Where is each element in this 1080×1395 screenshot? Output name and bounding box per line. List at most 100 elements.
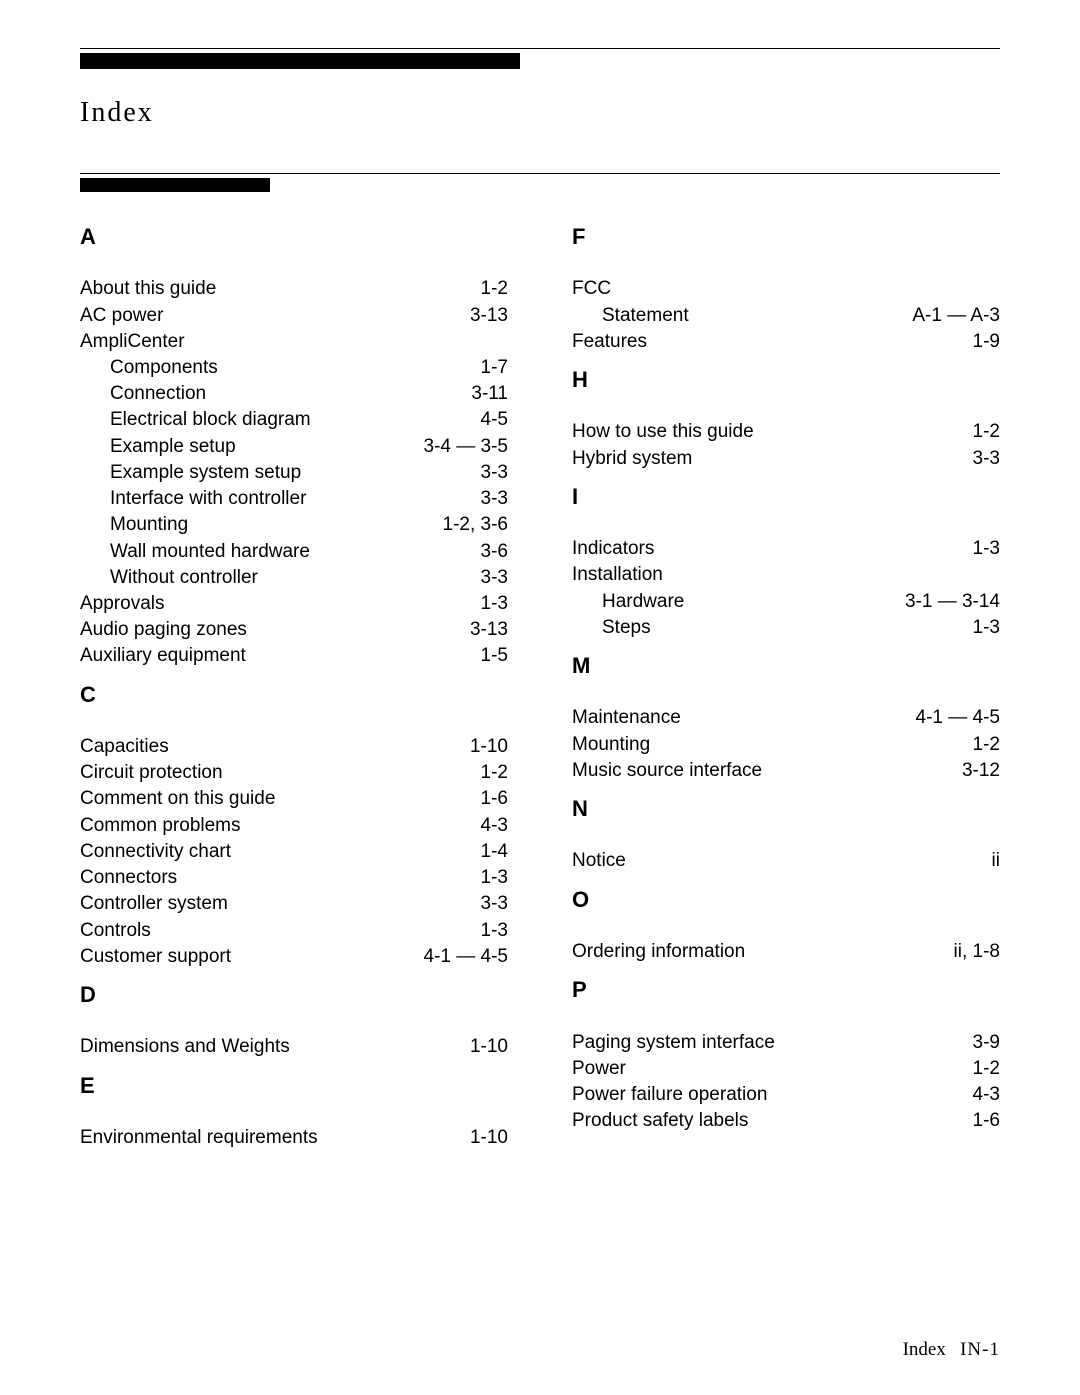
mid-black-bar (80, 178, 270, 192)
index-entry: Ordering informationii, 1-8 (572, 939, 1000, 965)
index-entry: Connectivity chart1-4 (80, 839, 508, 865)
index-entry: Connection3-11 (80, 381, 508, 407)
entry-label: Environmental requirements (80, 1125, 470, 1151)
entry-page: 1-3 (481, 918, 508, 944)
entry-page: 3-9 (973, 1030, 1000, 1056)
index-entry: Dimensions and Weights1-10 (80, 1034, 508, 1060)
entry-label: Common problems (80, 813, 481, 839)
entry-label: Music source interface (572, 758, 962, 784)
entry-page: 1-3 (481, 865, 508, 891)
entry-page: ii, 1-8 (954, 939, 1000, 965)
entry-page: ii (992, 848, 1000, 874)
index-entry: Noticeii (572, 848, 1000, 874)
index-entry: Controls1-3 (80, 918, 508, 944)
left-column: A About this guide1-2 AC power3-13 Ampli… (80, 212, 508, 1151)
index-entry: Mounting1-2 (572, 732, 1000, 758)
index-entry: Power1-2 (572, 1056, 1000, 1082)
entry-label: Example system setup (80, 460, 481, 486)
index-entry: AmpliCenter (80, 329, 508, 355)
index-entry: Auxiliary equipment1-5 (80, 643, 508, 669)
entry-label: Connectivity chart (80, 839, 481, 865)
entry-page: 4-3 (973, 1082, 1000, 1108)
section-head-n: N (572, 794, 1000, 824)
index-entry: Environmental requirements1-10 (80, 1125, 508, 1151)
index-entry: Hardware3-1 — 3-14 (572, 589, 1000, 615)
entry-page: 1-2 (973, 1056, 1000, 1082)
section-head-a: A (80, 222, 508, 252)
index-entry: Circuit protection1-2 (80, 760, 508, 786)
entry-page: 1-2 (973, 419, 1000, 445)
index-entry: Customer support4-1 — 4-5 (80, 944, 508, 970)
entry-page: 1-4 (481, 839, 508, 865)
entry-label: Connectors (80, 865, 481, 891)
entry-label: Maintenance (572, 705, 916, 731)
entry-page: 3-11 (471, 381, 508, 407)
entry-label: Steps (572, 615, 973, 641)
entry-label: Installation (572, 562, 1000, 588)
index-entry: Connectors1-3 (80, 865, 508, 891)
entry-label: Indicators (572, 536, 973, 562)
index-entry: Power failure operation4-3 (572, 1082, 1000, 1108)
entry-page: 1-6 (973, 1108, 1000, 1134)
entry-label: Mounting (80, 512, 443, 538)
entry-page: A-1 — A-3 (912, 303, 1000, 329)
entry-label: Without controller (80, 565, 481, 591)
index-entry: Without controller3-3 (80, 565, 508, 591)
top-black-bar (80, 53, 520, 69)
entry-label: How to use this guide (572, 419, 973, 445)
index-entry: About this guide1-2 (80, 276, 508, 302)
entry-page: 1-7 (481, 355, 508, 381)
entry-page: 3-13 (470, 617, 508, 643)
entry-label: Circuit protection (80, 760, 481, 786)
entry-label: Power failure operation (572, 1082, 973, 1108)
index-entry: Mounting1-2, 3-6 (80, 512, 508, 538)
section-head-f: F (572, 222, 1000, 252)
entry-label: Controls (80, 918, 481, 944)
footer-page-number: IN-1 (960, 1339, 1000, 1360)
footer-label: Index (903, 1339, 946, 1360)
index-entry: Features1-9 (572, 329, 1000, 355)
section-head-m: M (572, 651, 1000, 681)
entry-page: 1-9 (973, 329, 1000, 355)
entry-page: 3-3 (481, 891, 508, 917)
page-title: Index (80, 97, 1000, 129)
entry-page: 1-2, 3-6 (443, 512, 508, 538)
entry-page: 1-10 (470, 1034, 508, 1060)
entry-page: 3-3 (481, 486, 508, 512)
entry-label: Customer support (80, 944, 424, 970)
entry-label: Product safety labels (572, 1108, 973, 1134)
index-entry: Capacities1-10 (80, 734, 508, 760)
entry-page: 1-3 (973, 536, 1000, 562)
entry-page: 3-3 (973, 446, 1000, 472)
index-entry: StatementA-1 — A-3 (572, 303, 1000, 329)
entry-page: 3-6 (481, 539, 508, 565)
entry-label: Capacities (80, 734, 470, 760)
mid-rule (80, 173, 1000, 174)
entry-page: 1-3 (973, 615, 1000, 641)
entry-label: Controller system (80, 891, 481, 917)
entry-page: 3-4 — 3-5 (424, 434, 508, 460)
entry-label: Components (80, 355, 481, 381)
entry-label: Ordering information (572, 939, 954, 965)
section-head-o: O (572, 885, 1000, 915)
entry-label: Audio paging zones (80, 617, 470, 643)
entry-label: Example setup (80, 434, 424, 460)
index-entry: Indicators1-3 (572, 536, 1000, 562)
page-footer: Index IN-1 (903, 1339, 1000, 1361)
entry-label: FCC (572, 276, 1000, 302)
index-entry: Approvals1-3 (80, 591, 508, 617)
entry-label: Mounting (572, 732, 973, 758)
index-entry: Steps1-3 (572, 615, 1000, 641)
index-entry: Wall mounted hardware3-6 (80, 539, 508, 565)
entry-page: 3-1 — 3-14 (905, 589, 1000, 615)
section-head-d: D (80, 980, 508, 1010)
entry-label: About this guide (80, 276, 481, 302)
entry-page: 1-10 (470, 1125, 508, 1151)
index-entry: Controller system3-3 (80, 891, 508, 917)
index-columns: A About this guide1-2 AC power3-13 Ampli… (80, 212, 1000, 1151)
top-rule (80, 48, 1000, 49)
entry-label: Interface with controller (80, 486, 481, 512)
index-entry: Components1-7 (80, 355, 508, 381)
entry-label: Electrical block diagram (80, 407, 481, 433)
entry-label: Connection (80, 381, 471, 407)
